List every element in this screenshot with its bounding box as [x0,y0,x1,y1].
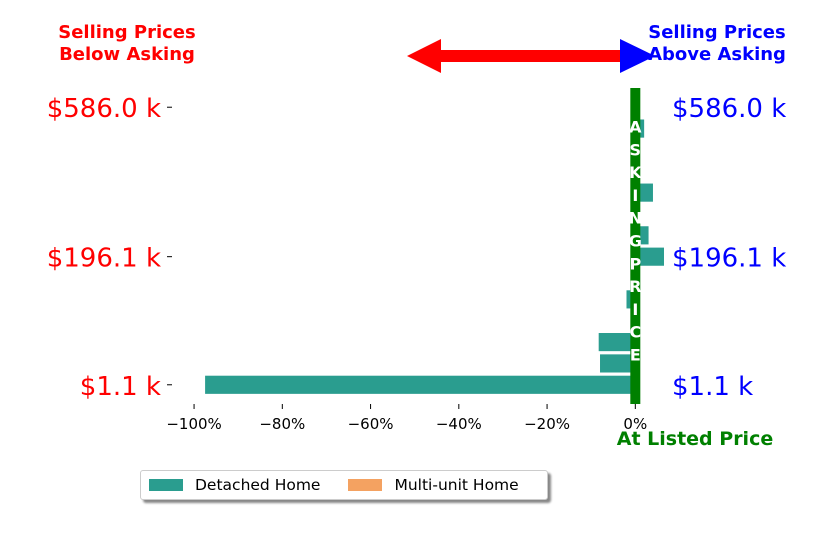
y-label-right: $196.1 k [672,244,786,274]
x-tick-label: 0% [623,415,647,433]
title-above-asking: Selling Prices [648,22,785,43]
x-tick-label: −40% [436,415,482,433]
bars-layer [205,119,664,394]
asking-letter: E [630,346,641,365]
title-above-asking: Above Asking [648,44,786,65]
y-label-right: $1.1 k [672,372,753,402]
x-tick-label: −20% [524,415,570,433]
legend-swatch-detached [149,479,183,491]
arrow-left-icon [407,39,620,73]
y-label-left: $586.0 k [47,94,161,124]
asking-letter: C [629,323,641,342]
asking-letter: K [629,163,642,182]
legend-label-multi-unit: Multi-unit Home [394,476,519,494]
axes-layer: −100% −80% −60% −40% −20% 0% [166,106,647,433]
x-tick-label: −100% [166,415,221,433]
asking-letter: P [629,254,641,273]
asking-letter: I [632,186,638,205]
legend-label-detached: Detached Home [195,476,321,494]
title-below-asking: Below Asking [59,44,195,65]
bar-detached-4 [635,247,664,266]
bar-detached-2 [598,333,636,352]
y-label-left: $1.1 k [80,372,161,402]
x-tick-label: −60% [348,415,394,433]
legend-item-multi-unit: Multi-unit Home [348,476,519,494]
asking-price-band [630,88,641,404]
asking-letter: N [629,209,642,228]
at-listed-price-label: At Listed Price [617,428,773,450]
x-tick-label: −80% [259,415,305,433]
labels-layer: $586.0 k $586.0 k $196.1 k $196.1 k $1.1 k $1… [47,22,787,450]
asking-letter: I [632,300,638,319]
bar-detached-1 [600,354,636,373]
legend-swatch-multi-unit [348,479,383,491]
y-label-left: $196.1 k [47,244,161,274]
asking-letter: G [629,232,642,251]
title-below-asking: Selling Prices [58,22,195,43]
y-label-right: $586.0 k [672,94,786,124]
asking-letter: R [629,277,641,296]
legend-item-detached: Detached Home [149,476,320,494]
double-arrow-icon [407,39,655,73]
asking-letter: S [630,140,642,159]
legend: Detached Home Multi-unit Home [140,470,548,500]
arrow-right-icon [620,39,655,73]
asking-letter: A [629,118,642,137]
bar-detached-0 [205,375,636,394]
